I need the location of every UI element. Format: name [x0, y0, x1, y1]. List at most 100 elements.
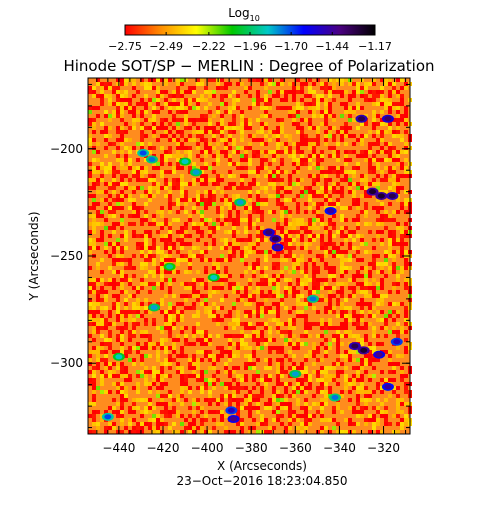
heatmap-cell: [368, 194, 372, 198]
heatmap-cell: [276, 82, 280, 86]
heatmap-cell: [320, 238, 324, 242]
heatmap-cell: [380, 390, 384, 394]
heatmap-cell: [188, 282, 192, 286]
heatmap-cell: [188, 286, 192, 290]
heatmap-cell: [376, 222, 380, 226]
heatmap-cell: [88, 430, 92, 434]
heatmap-cell: [184, 298, 188, 302]
heatmap-cell: [360, 390, 364, 394]
heatmap-cell: [340, 218, 344, 222]
heatmap-cell: [336, 182, 340, 186]
heatmap-cell: [216, 122, 220, 126]
heatmap-cell: [92, 122, 96, 126]
heatmap-cell: [284, 294, 288, 298]
heatmap-cell: [340, 138, 344, 142]
heatmap-cell: [116, 382, 120, 386]
heatmap-cell: [372, 114, 376, 118]
heatmap-cell: [144, 246, 148, 250]
heatmap-cell: [216, 306, 220, 310]
heatmap-cell: [112, 170, 116, 174]
heatmap-cell: [120, 118, 124, 122]
heatmap-cell: [340, 226, 344, 230]
heatmap-cell: [100, 174, 104, 178]
heatmap-cell: [364, 186, 368, 190]
heatmap-cell: [288, 226, 292, 230]
heatmap-cell: [352, 406, 356, 410]
heatmap-cell: [184, 78, 188, 82]
heatmap-cell: [176, 366, 180, 370]
heatmap-cell: [232, 302, 236, 306]
x-tick-label: −420: [147, 441, 180, 455]
heatmap-cell: [284, 354, 288, 358]
heatmap-cell: [228, 358, 232, 362]
heatmap-cell: [356, 326, 360, 330]
heatmap-cell: [88, 306, 92, 310]
heatmap-cell: [268, 278, 272, 282]
heatmap-cell: [120, 314, 124, 318]
heatmap-cell: [328, 270, 332, 274]
heatmap-cell: [116, 386, 120, 390]
heatmap-cell: [320, 190, 324, 194]
heatmap-cell: [160, 206, 164, 210]
heatmap-cell: [168, 102, 172, 106]
heatmap-cell: [236, 230, 240, 234]
heatmap-cell: [192, 182, 196, 186]
heatmap-cell: [260, 314, 264, 318]
heatmap-cell: [112, 210, 116, 214]
heatmap-cell: [256, 394, 260, 398]
heatmap-cell: [400, 174, 404, 178]
heatmap-cell: [312, 270, 316, 274]
heatmap-cell: [140, 222, 144, 226]
heatmap-cell: [404, 350, 408, 354]
heatmap-cell: [264, 250, 268, 254]
heatmap-cell: [208, 366, 212, 370]
heatmap-cell: [92, 314, 96, 318]
heatmap-cell: [284, 430, 288, 434]
heatmap-cell: [216, 290, 220, 294]
heatmap-cell: [352, 350, 356, 354]
heatmap-cell: [360, 406, 364, 410]
heatmap-cell: [232, 198, 236, 202]
heatmap-cell: [328, 374, 332, 378]
heatmap-cell: [96, 310, 100, 314]
heatmap-cell: [232, 126, 236, 130]
heatmap-cell: [240, 294, 244, 298]
heatmap-cell: [328, 306, 332, 310]
heatmap-cell: [224, 86, 228, 90]
heatmap-cell: [324, 130, 328, 134]
heatmap-cell: [116, 298, 120, 302]
colorbar-tick-label: −2.22: [192, 40, 226, 53]
heatmap-cell: [140, 426, 144, 430]
heatmap-cell: [324, 418, 328, 422]
heatmap-cell: [396, 186, 400, 190]
heatmap-cell: [188, 242, 192, 246]
heatmap-cell: [176, 210, 180, 214]
heatmap-cell: [144, 274, 148, 278]
heatmap-cell: [96, 238, 100, 242]
heatmap-cell: [116, 350, 120, 354]
heatmap-cell: [392, 370, 396, 374]
heatmap-cell: [140, 410, 144, 414]
heatmap-cell: [256, 310, 260, 314]
heatmap-cell: [192, 290, 196, 294]
heatmap-cell: [88, 134, 92, 138]
heatmap-cell: [332, 150, 336, 154]
heatmap-cell: [164, 270, 168, 274]
heatmap-cell: [376, 282, 380, 286]
heatmap-cell: [328, 274, 332, 278]
heatmap-cell: [136, 430, 140, 434]
heatmap-cell: [116, 362, 120, 366]
heatmap-cell: [228, 146, 232, 150]
heatmap-cell: [88, 286, 92, 290]
heatmap-cell: [260, 346, 264, 350]
heatmap-cell: [208, 382, 212, 386]
heatmap-cell: [212, 202, 216, 206]
heatmap-cell: [268, 194, 272, 198]
heatmap-cell: [180, 194, 184, 198]
heatmap-cell: [328, 202, 332, 206]
heatmap-cell: [96, 266, 100, 270]
heatmap-cell: [196, 178, 200, 182]
heatmap-cell: [160, 262, 164, 266]
heatmap-cell: [164, 326, 168, 330]
heatmap-cell: [248, 398, 252, 402]
